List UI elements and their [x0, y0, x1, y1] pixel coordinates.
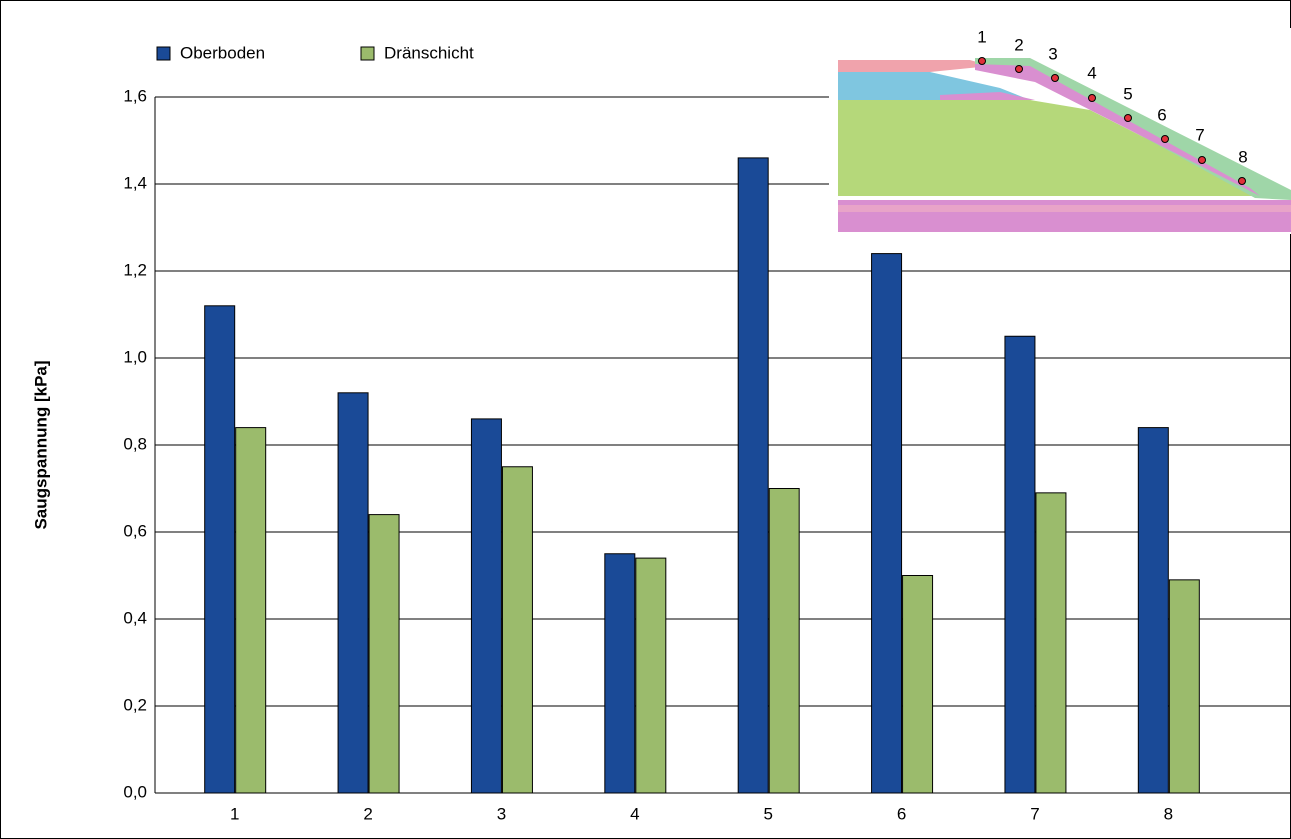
bar [470, 418, 502, 794]
inset-point [978, 57, 986, 65]
x-tick-label: 8 [1164, 804, 1173, 823]
inset-label: 6 [1157, 105, 1166, 124]
y-tick-label: 0,8 [123, 434, 147, 453]
bar [768, 488, 800, 794]
bar [1137, 427, 1169, 794]
bar [204, 305, 236, 794]
x-tick-label: 5 [763, 804, 772, 823]
inset-label: 8 [1238, 147, 1247, 166]
legend-swatch [360, 46, 375, 61]
bar [1004, 335, 1036, 794]
bar [368, 514, 400, 794]
y-tick-label: 1,2 [123, 260, 147, 279]
x-tick-label: 4 [630, 804, 639, 823]
bar [871, 253, 903, 794]
inset-point [1124, 114, 1132, 122]
x-tick-label: 6 [897, 804, 906, 823]
inset-point [1088, 94, 1096, 102]
y-tick-label: 0,4 [123, 608, 147, 627]
bar [1168, 579, 1200, 794]
x-tick-label: 7 [1030, 804, 1039, 823]
bar [501, 466, 533, 794]
x-tick-label: 3 [497, 804, 506, 823]
inset-point [1015, 65, 1023, 73]
inset-point [1051, 74, 1059, 82]
y-tick-label: 1,6 [123, 86, 147, 105]
bar [235, 427, 267, 794]
plot-area: 0,0 0,2 0,4 0,6 0,8 1,0 1,2 1,4 1,6 1 2 3 4 5 6 7 8 [123, 86, 1291, 823]
inset-label: 2 [1014, 35, 1023, 54]
legend-swatch [156, 46, 171, 61]
bar [902, 575, 934, 794]
inset-point [1161, 135, 1169, 143]
legend-label: Oberboden [180, 43, 265, 62]
y-axis-title: Saugspannung [kPa] [31, 360, 50, 529]
bar [1035, 492, 1067, 794]
y-tick-label: 0,2 [123, 695, 147, 714]
bar [337, 392, 369, 794]
inset-label: 4 [1087, 63, 1096, 82]
bar [635, 557, 667, 794]
inset-drain-strip [940, 92, 1035, 100]
inset-red-layer [838, 60, 990, 72]
inset-label: 1 [977, 27, 986, 46]
inset-point [1198, 156, 1206, 164]
y-tick-label: 1,4 [123, 173, 147, 192]
bar [737, 157, 769, 794]
x-tick-label: 1 [230, 804, 239, 823]
inset-base-layer [838, 200, 1291, 232]
inset-label: 3 [1048, 44, 1057, 63]
inset-base-stripe [838, 205, 1291, 212]
inset-label: 5 [1123, 84, 1132, 103]
y-tick-label: 0,6 [123, 521, 147, 540]
inset-label: 7 [1195, 125, 1204, 144]
bar [604, 553, 636, 794]
x-tick-label: 2 [363, 804, 372, 823]
inset-body [838, 100, 1260, 196]
legend-label: Dränschicht [384, 43, 474, 62]
y-tick-label: 0,0 [123, 782, 147, 801]
inset-diagram: 1 2 3 4 5 6 7 8 [829, 27, 1291, 234]
inset-point [1238, 177, 1246, 185]
y-tick-label: 1,0 [123, 347, 147, 366]
